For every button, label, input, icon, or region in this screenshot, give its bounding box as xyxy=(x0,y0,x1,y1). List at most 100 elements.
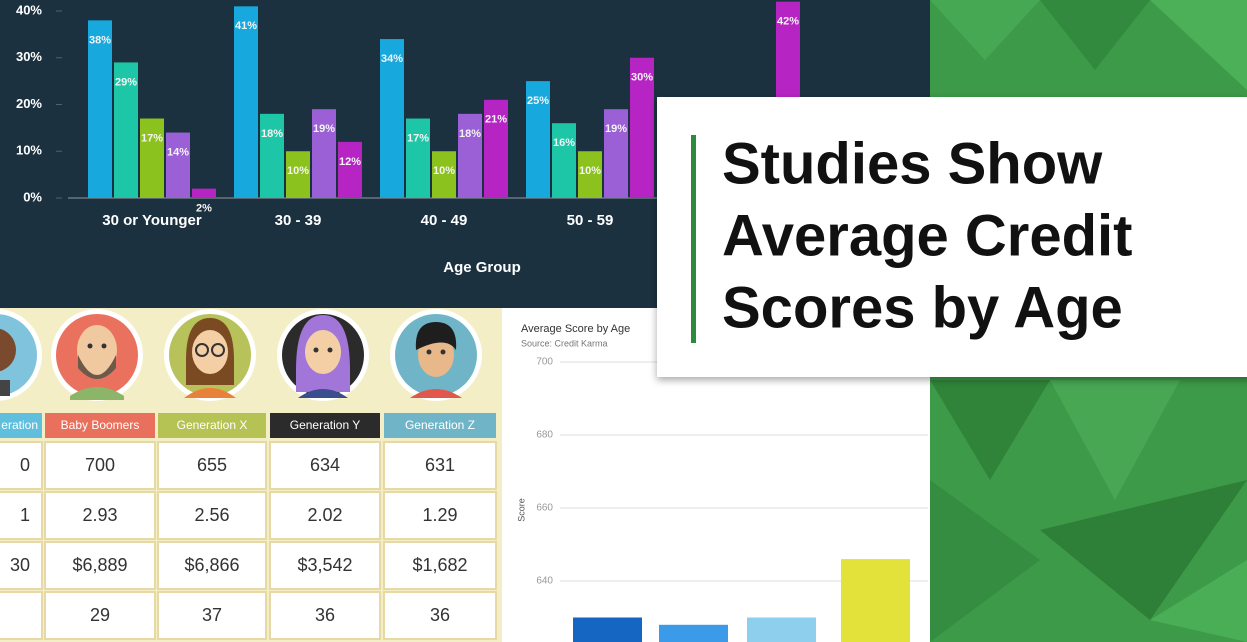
chart-subtitle: Source: Credit Karma xyxy=(521,338,608,348)
y-tick-label: 660 xyxy=(536,503,553,514)
cell-text: $1,682 xyxy=(412,555,467,575)
table-cell xyxy=(44,591,156,640)
title-line: Average Credit xyxy=(722,203,1132,268)
bar xyxy=(841,559,910,642)
table-cell xyxy=(269,541,381,590)
header-text: Generation X xyxy=(177,418,248,432)
table-cell xyxy=(157,441,267,490)
table-cell xyxy=(44,541,156,590)
table-cell xyxy=(44,491,156,540)
score-chart: Average Score by Age Source: Credit Karma… xyxy=(516,323,928,642)
bar xyxy=(166,132,190,198)
value-label: 14% xyxy=(167,146,189,158)
value-label: 34% xyxy=(381,53,403,65)
y-tick-label: 40% xyxy=(16,2,42,17)
bar xyxy=(552,123,576,198)
bar xyxy=(140,118,164,198)
table-cell xyxy=(0,591,43,640)
value-label: 41% xyxy=(235,20,257,32)
y-tick-label: 640 xyxy=(536,576,553,587)
avatar xyxy=(164,309,256,401)
value-label: 10% xyxy=(287,165,309,177)
cell-text: 655 xyxy=(197,455,227,475)
header-text: Baby Boomers xyxy=(61,418,140,432)
table-cell xyxy=(0,541,43,590)
bar xyxy=(406,118,430,198)
header-cell xyxy=(384,413,496,438)
table-cell xyxy=(383,541,497,590)
header-text: Generation Z xyxy=(405,418,475,432)
avatar xyxy=(0,309,42,401)
table-cell xyxy=(383,441,497,490)
value-label: 16% xyxy=(553,137,575,149)
bar xyxy=(458,113,482,198)
bar xyxy=(604,109,628,198)
table-cell xyxy=(44,441,156,490)
value-label: 12% xyxy=(339,156,361,168)
table-cell xyxy=(157,491,267,540)
bar xyxy=(659,624,728,642)
value-label: 10% xyxy=(433,165,455,177)
header-cell xyxy=(158,413,266,438)
table-cell xyxy=(0,441,43,490)
value-label: 17% xyxy=(407,132,429,144)
title-card: Studies Show Average Credit Scores by Ag… xyxy=(657,97,1247,377)
bar xyxy=(432,151,456,198)
table-cell xyxy=(269,441,381,490)
bar xyxy=(578,151,602,198)
header-cell xyxy=(270,413,380,438)
value-label: 19% xyxy=(605,123,627,135)
cell-text: 37 xyxy=(202,605,222,625)
bar xyxy=(312,109,336,198)
value-label: 10% xyxy=(579,165,601,177)
cell-text: 631 xyxy=(425,455,455,475)
x-tick-label: 50 - 59 xyxy=(567,212,614,229)
table-cell xyxy=(0,491,43,540)
bar xyxy=(88,20,112,198)
x-tick-label: 30 - 39 xyxy=(275,212,322,229)
bar xyxy=(338,141,362,198)
x-tick-label: 30 or Younger xyxy=(102,212,202,229)
table-cell xyxy=(157,541,267,590)
header-text: eration xyxy=(1,418,38,432)
header-cell xyxy=(0,413,42,438)
cell-text: $6,889 xyxy=(72,555,127,575)
avatar xyxy=(51,309,143,401)
header-text: Generation Y xyxy=(290,418,361,432)
cell-text: $3,542 xyxy=(297,555,352,575)
value-label: 29% xyxy=(115,76,137,88)
avatar xyxy=(277,309,369,401)
bar xyxy=(573,617,642,642)
cell-text: 2.56 xyxy=(194,505,229,525)
value-label: 21% xyxy=(485,114,507,126)
bar xyxy=(747,617,816,642)
value-label: 38% xyxy=(89,34,111,46)
cell-text: 29 xyxy=(90,605,110,625)
cell-text: 30 xyxy=(10,555,30,575)
value-label: 19% xyxy=(313,123,335,135)
y-tick-label: 680 xyxy=(536,430,553,441)
value-label: 17% xyxy=(141,132,163,144)
avatars xyxy=(0,309,482,401)
y-axis-label: Score xyxy=(516,498,526,522)
table-cell xyxy=(269,591,381,640)
y-tick-label: 0% xyxy=(23,189,42,204)
table-cell xyxy=(269,491,381,540)
bar xyxy=(114,62,138,198)
y-tick-label: 700 xyxy=(536,357,553,368)
bar xyxy=(192,188,216,198)
table: eration Baby Boomers Generation X Generatio… xyxy=(0,413,497,640)
x-tick-label: 40 - 49 xyxy=(421,212,468,229)
bar xyxy=(260,113,284,198)
chart-title: Average Score by Age xyxy=(521,323,630,335)
title-line: Scores by Age xyxy=(722,275,1123,340)
bar xyxy=(630,57,654,198)
y-tick-label: 30% xyxy=(16,49,42,64)
table-cell xyxy=(157,591,267,640)
title-line: Studies Show xyxy=(722,131,1103,196)
value-label: 25% xyxy=(527,95,549,107)
table-cell xyxy=(383,591,497,640)
bar xyxy=(234,6,258,199)
table-cell xyxy=(383,491,497,540)
